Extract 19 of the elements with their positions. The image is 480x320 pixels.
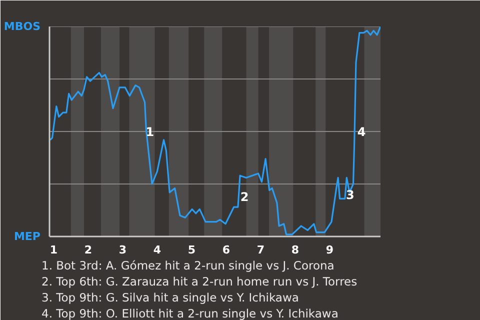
text: MBOS [4, 20, 41, 33]
annotation: 2 [240, 190, 249, 204]
x-tick-label: 8 [291, 244, 300, 256]
x-tick-label: 9 [326, 244, 334, 256]
text: MEP [14, 230, 41, 243]
annotation: 3 [346, 188, 354, 202]
x-tick-label: 7 [256, 244, 265, 256]
x-tick-label: 6 [222, 244, 230, 256]
x-tick-label: 5 [188, 244, 196, 256]
x-tick-label: 2 [84, 244, 92, 256]
annotation: 4 [357, 125, 366, 139]
text: 1. Bot 3rd: A. Gómez hit a 2-run single vs J. Corona [42, 258, 334, 272]
annotation: 1 [146, 125, 154, 139]
text: 3. Top 9th: G. Silva hit a single vs Y. Ichikawa [42, 290, 299, 304]
x-tick-label: 1 [50, 244, 58, 256]
x-tick-label: 3 [118, 244, 126, 256]
text: 2. Top 6th: G. Zarauza hit a 2-run home run vs J. Torres [42, 274, 358, 288]
x-tick-label: 4 [153, 244, 162, 256]
text: 4. Top 9th: O. Elliott hit a 2-run single vs Y. Ichikawa [42, 306, 338, 320]
